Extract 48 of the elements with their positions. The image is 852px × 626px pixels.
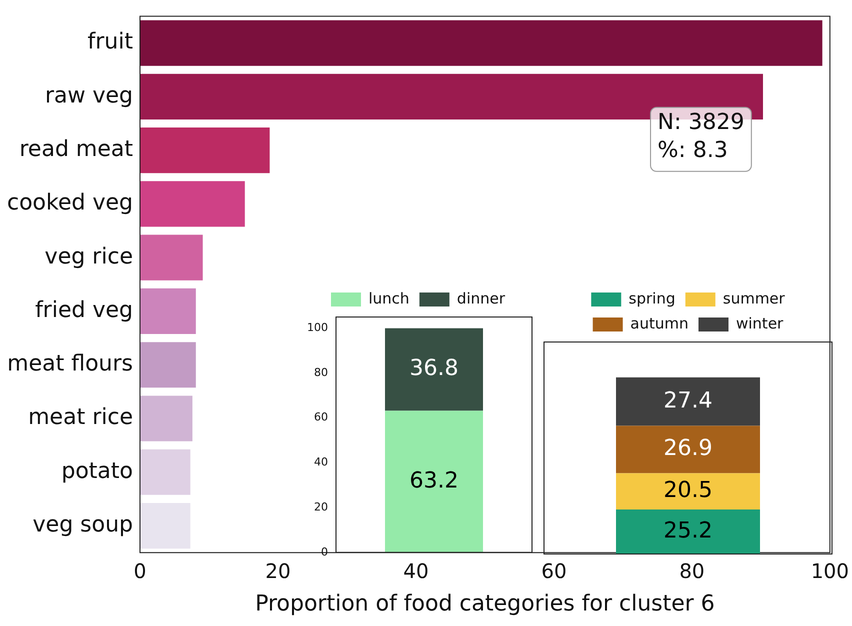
y-tick-label: veg rice bbox=[44, 244, 133, 270]
annotation: %: 8.3 bbox=[658, 138, 728, 164]
y-tick-label: potato bbox=[61, 458, 133, 484]
bar bbox=[140, 502, 190, 549]
data-label: 20.5 bbox=[664, 478, 712, 504]
x-tick-label: 80 bbox=[679, 558, 705, 583]
data-label: 36.8 bbox=[410, 356, 458, 382]
bar bbox=[140, 128, 270, 174]
y-tick-label: meat flours bbox=[7, 352, 133, 377]
bar bbox=[140, 181, 245, 227]
legend-label: dinner bbox=[456, 289, 506, 308]
y-tick-label: veg soup bbox=[32, 512, 133, 538]
bar bbox=[140, 449, 190, 495]
data-label: 26.9 bbox=[664, 436, 712, 462]
y-tick-label: read meat bbox=[19, 137, 134, 162]
x-axis-title: Proportion of food categories for cluster 6 bbox=[255, 592, 715, 617]
bar bbox=[140, 234, 203, 280]
bar bbox=[616, 509, 760, 554]
y-tick-label: fruit bbox=[88, 30, 134, 55]
x-tick-label: 60 bbox=[541, 558, 567, 583]
y-tick-label: 100 bbox=[306, 321, 328, 334]
bar bbox=[140, 342, 196, 388]
data-label: 63.2 bbox=[410, 468, 458, 494]
data-label: 25.2 bbox=[664, 518, 712, 544]
x-tick-label: 20 bbox=[265, 558, 291, 583]
bar bbox=[140, 20, 822, 66]
legend-label: autumn bbox=[630, 314, 689, 332]
y-tick-label: 80 bbox=[314, 366, 328, 379]
bar bbox=[140, 396, 192, 442]
x-tick-label: 100 bbox=[810, 558, 850, 583]
legend-label: lunch bbox=[368, 289, 410, 308]
bar bbox=[140, 288, 196, 334]
y-tick-label: cooked veg bbox=[7, 190, 133, 216]
y-tick-label: 20 bbox=[314, 500, 328, 514]
y-tick-label: fried veg bbox=[35, 298, 133, 323]
y-tick-label: 40 bbox=[314, 456, 328, 469]
y-tick-label: 60 bbox=[314, 410, 328, 424]
bar bbox=[616, 473, 760, 510]
legend-label: summer bbox=[722, 289, 786, 308]
y-tick-label: raw veg bbox=[44, 83, 133, 108]
legend-label: spring bbox=[628, 289, 676, 308]
data-label: 27.4 bbox=[664, 388, 712, 414]
legend-label: winter bbox=[736, 314, 784, 332]
bar bbox=[616, 426, 760, 474]
x-tick-label: 40 bbox=[403, 558, 429, 583]
y-tick-label: meat rice bbox=[28, 405, 133, 430]
bar bbox=[616, 377, 760, 426]
annotation: N: 3829 bbox=[658, 110, 744, 136]
